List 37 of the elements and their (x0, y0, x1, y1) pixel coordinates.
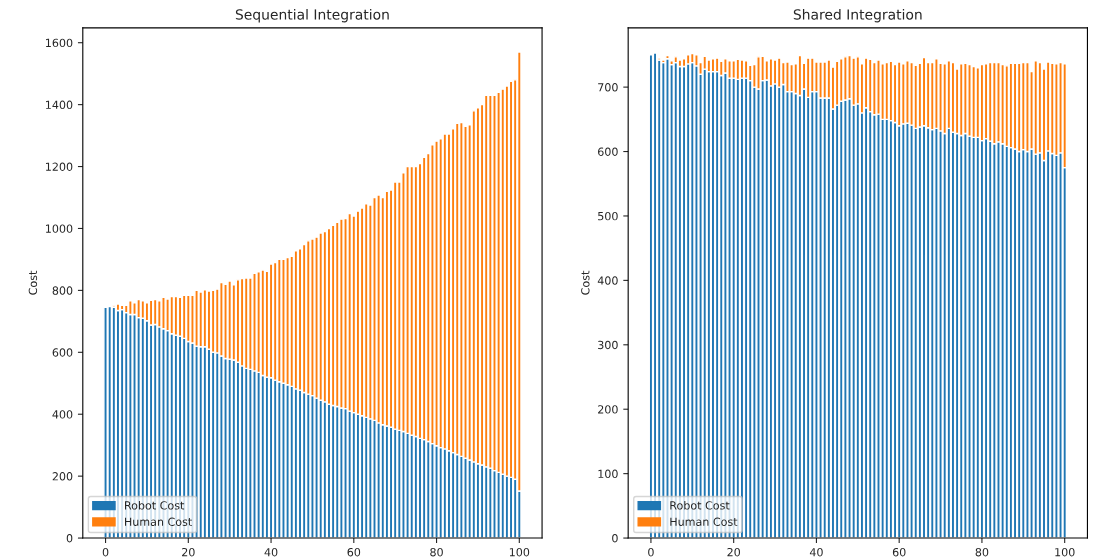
y-tick-label: 500 (598, 211, 618, 221)
chart-title: Shared Integration (793, 8, 922, 23)
y-tick-label: 1200 (46, 162, 73, 171)
y-tick-label: 600 (598, 147, 618, 156)
y-axis-title: Cost (28, 270, 38, 295)
y-tick-label: 400 (597, 276, 618, 285)
y-tick-label: 1400 (46, 100, 73, 110)
legend-label: Robot Cost (670, 501, 730, 510)
y-tick-label: 800 (52, 286, 73, 295)
x-tick-label: 100 (509, 547, 530, 557)
y-tick-label: 400 (52, 410, 73, 419)
x-tick-label: 20 (727, 547, 741, 557)
x-tick-label: 0 (648, 547, 654, 557)
x-tick-label: 80 (430, 547, 443, 557)
y-tick-label: 1000 (46, 224, 73, 233)
y-tick-label: 300 (598, 340, 618, 350)
x-tick-label: 60 (892, 547, 906, 557)
y-tick-label: 0 (612, 534, 618, 543)
y-axis-title: Cost (581, 270, 590, 295)
y-tick-label: 100 (598, 469, 618, 479)
legend-label: Human Cost (670, 517, 738, 526)
y-tick-label: 700 (598, 83, 618, 92)
y-tick-label: 200 (598, 405, 618, 414)
x-tick-label: 20 (182, 547, 195, 557)
chart-title: Sequential Integration (235, 8, 389, 23)
x-tick-label: 80 (975, 547, 989, 557)
y-tick-label: 200 (52, 472, 73, 481)
x-tick-label: 40 (264, 547, 278, 557)
y-tick-label: 600 (52, 348, 73, 357)
x-tick-label: 0 (102, 547, 109, 557)
y-tick-label: 0 (66, 534, 73, 543)
y-tick-label: 1600 (46, 38, 73, 48)
x-tick-label: 100 (1055, 547, 1075, 557)
legend-label: Robot Cost (125, 501, 185, 510)
legend-label: Human Cost (125, 517, 192, 526)
x-tick-label: 60 (347, 547, 361, 557)
x-tick-label: 40 (809, 547, 823, 557)
